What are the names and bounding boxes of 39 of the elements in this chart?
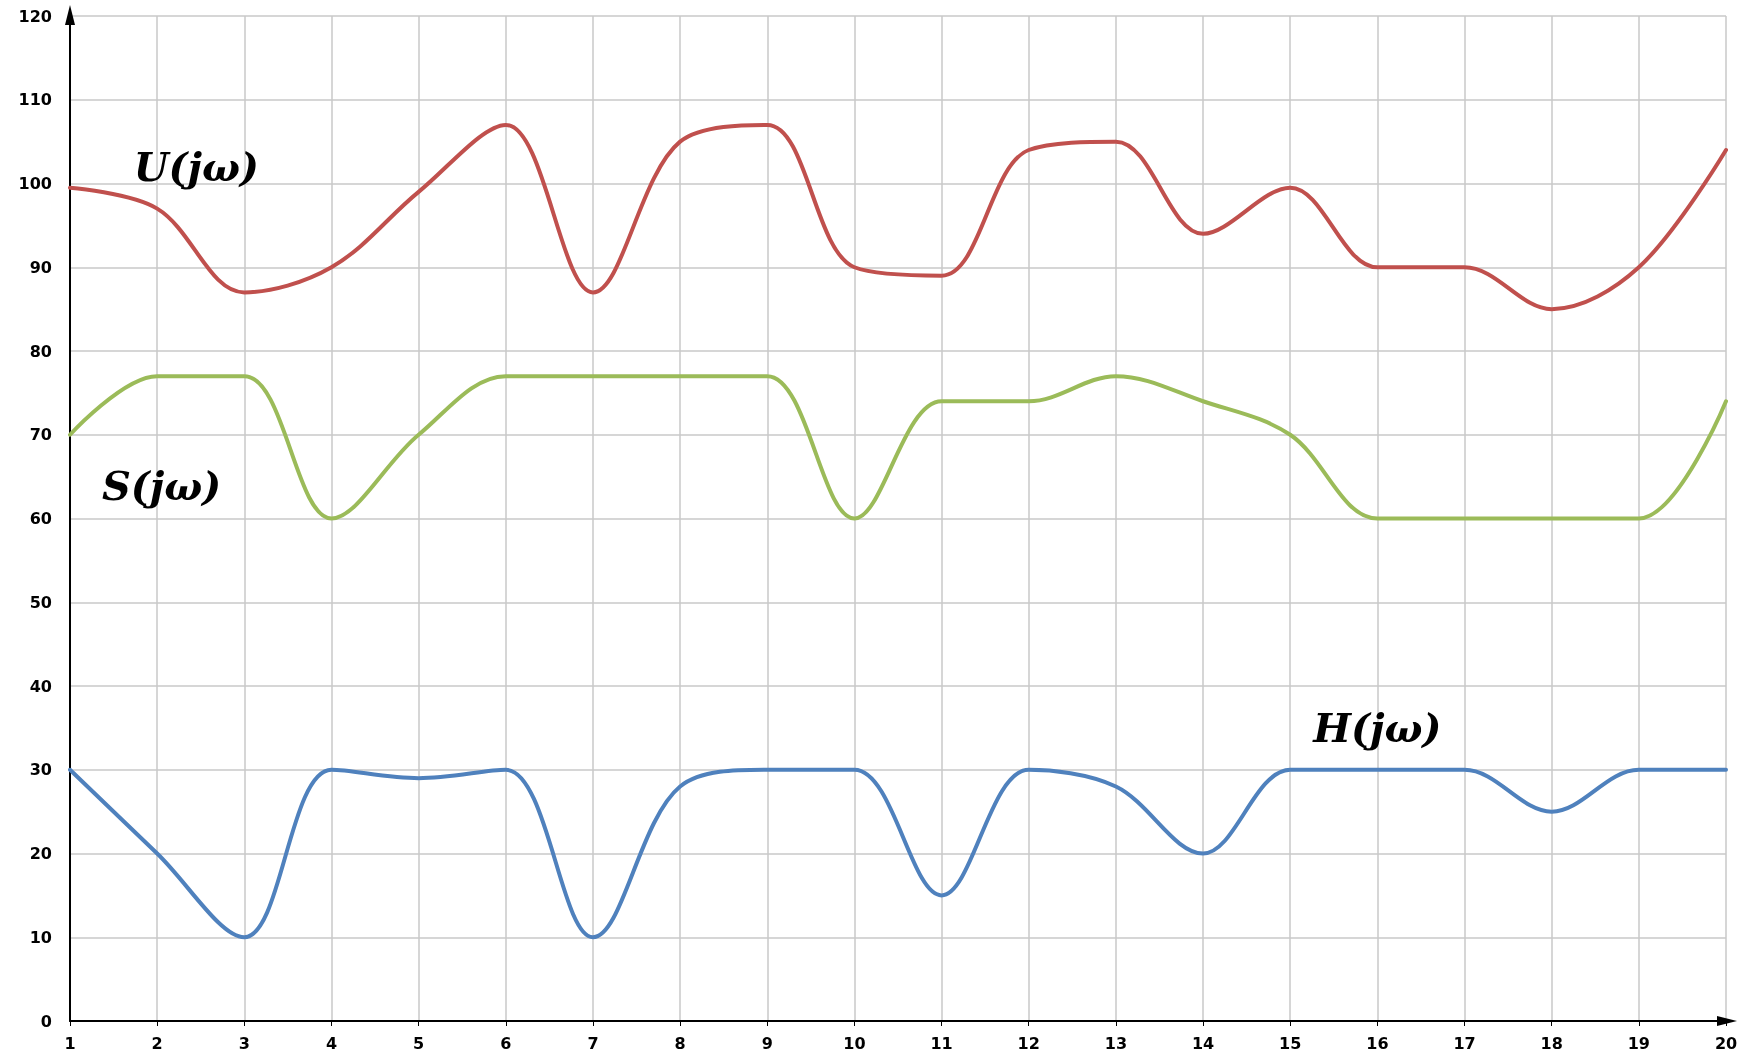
y-tick-label: 40 (29, 676, 52, 696)
x-tick-label: 10 (843, 1033, 866, 1053)
series-label: U(jω) (133, 143, 260, 191)
x-tick-label: 16 (1366, 1033, 1389, 1053)
y-tick-label: 50 (29, 592, 52, 612)
x-tick-label: 20 (1714, 1033, 1738, 1053)
x-tick-label: 8 (674, 1033, 686, 1053)
x-tick-label: 13 (1104, 1033, 1128, 1053)
x-tick-label: 6 (500, 1033, 512, 1053)
x-tick-label: 4 (325, 1033, 338, 1053)
y-tick-label: 70 (29, 425, 52, 445)
line-series (68, 374, 1728, 521)
y-tick-label: 100 (18, 174, 52, 193)
x-tick-label: 17 (1453, 1033, 1476, 1053)
y-tick-label: 60 (29, 509, 52, 528)
x-tick-label: 7 (587, 1033, 599, 1053)
x-tick-label: 19 (1627, 1033, 1650, 1053)
x-tick-label: 2 (151, 1033, 163, 1053)
x-tick-label: 12 (1017, 1033, 1040, 1053)
y-tick-label: 0 (40, 1011, 52, 1031)
x-tick-label: 14 (1191, 1033, 1215, 1053)
x-tick-label: 9 (761, 1033, 773, 1053)
y-tick-label: 120 (18, 6, 52, 26)
x-tick-label: 11 (930, 1033, 953, 1053)
x-tick-label: 1 (64, 1033, 76, 1053)
line-series (68, 767, 1728, 940)
series-label: S(jω) (101, 461, 222, 509)
x-tick-label: 18 (1540, 1033, 1563, 1053)
y-tick-label: 90 (29, 257, 52, 277)
y-tick-label: 10 (29, 927, 52, 947)
x-tick-label: 15 (1279, 1033, 1302, 1053)
y-tick-label: 80 (29, 341, 52, 361)
y-tick-label: 110 (18, 90, 52, 110)
x-tick-label: 5 (413, 1033, 425, 1053)
x-tick-label: 3 (238, 1033, 250, 1053)
series-label: H(jω) (1312, 704, 1442, 752)
line-series (68, 122, 1728, 312)
y-tick-label: 30 (29, 760, 52, 780)
y-tick-label: 20 (29, 844, 52, 863)
